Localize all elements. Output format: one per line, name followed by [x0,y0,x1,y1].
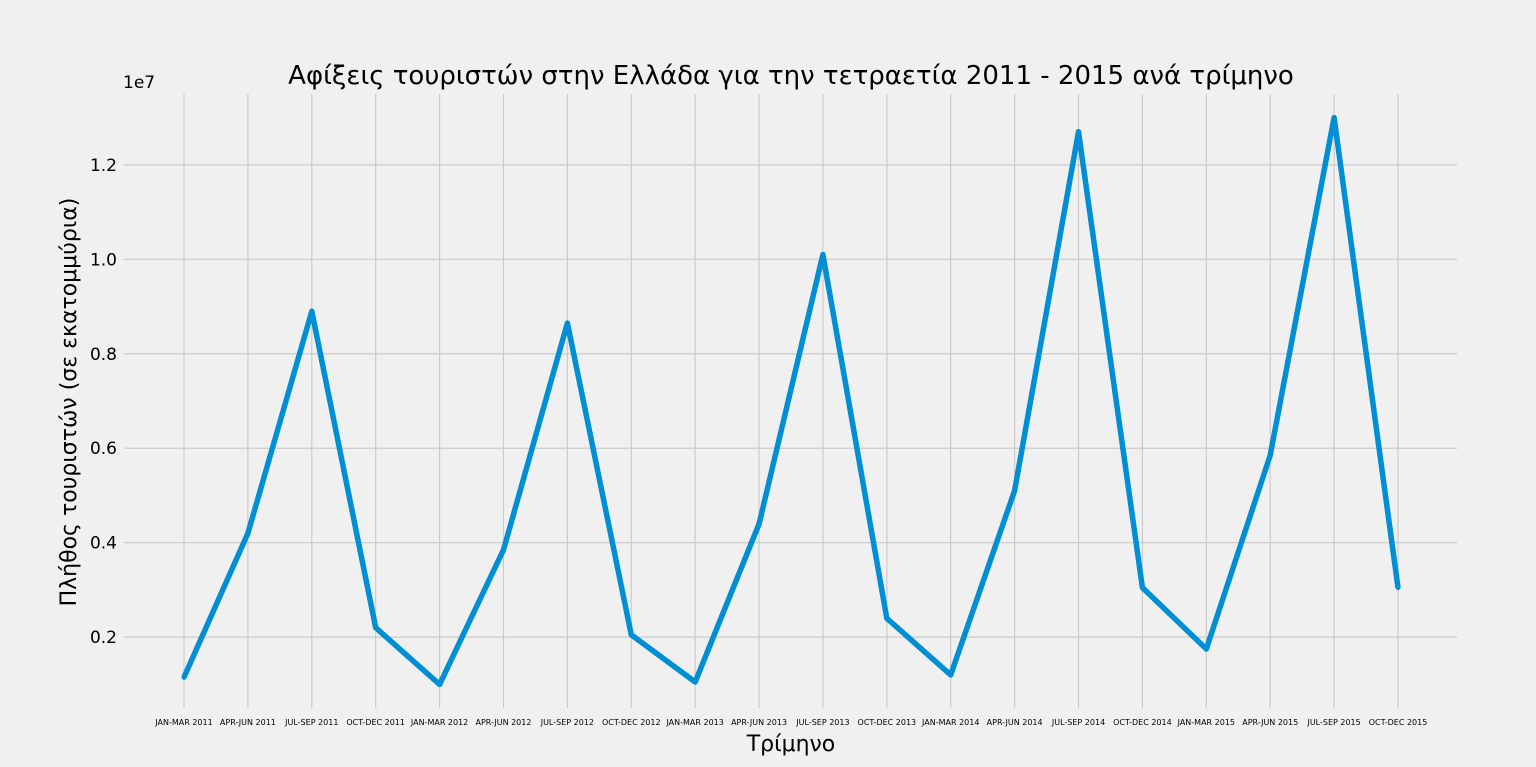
x-tick-label: OCT-DEC 2015 [1369,718,1428,727]
x-ticks: JAN-MAR 2011 APR-JUN 2011 JUL-SEP 2011 OCT-… [154,718,1427,727]
y-tick-label: 0.4 [90,534,117,554]
data-point [500,547,506,553]
x-tick-label: JUL-SEP 2015 [1306,718,1360,727]
x-tick-label: OCT-DEC 2014 [1113,718,1172,727]
y-offset-label: 1e7 [123,73,155,93]
x-tick-label: APR-JUN 2012 [475,718,531,727]
x-tick-label: APR-JUN 2014 [987,718,1043,727]
data-point [884,615,890,621]
x-tick-label: APR-JUN 2015 [1242,718,1298,727]
data-point [373,625,379,631]
data-point [309,308,315,314]
data-point [1012,488,1018,494]
data-point [820,252,826,258]
data-point [245,530,251,536]
y-tick-label: 0.2 [90,628,117,648]
data-point [1267,452,1273,458]
x-axis-label: Τρίμηνο [746,732,836,757]
data-points [181,115,1401,687]
data-point [628,632,634,638]
x-tick-label: JUL-SEP 2012 [540,718,594,727]
data-point [437,681,443,687]
data-point [948,672,954,678]
grid [124,94,1457,708]
data-point [181,674,187,680]
data-point [1139,585,1145,591]
data-point [1203,646,1209,652]
data-point [692,679,698,685]
x-tick-label: JUL-SEP 2013 [795,718,849,727]
y-ticks: 0.2 0.4 0.6 0.8 1.0 1.2 [90,156,117,648]
x-tick-label: JAN-MAR 2012 [410,718,468,727]
x-tick-label: JAN-MAR 2015 [1177,718,1235,727]
data-point [1395,585,1401,591]
x-tick-label: JAN-MAR 2014 [921,718,979,727]
x-tick-label: APR-JUN 2013 [731,718,787,727]
data-point [756,521,762,527]
x-tick-label: JAN-MAR 2011 [154,718,212,727]
x-tick-label: JUL-SEP 2011 [284,718,338,727]
x-tick-label: APR-JUN 2011 [220,718,276,727]
data-point [564,320,570,326]
x-tick-label: OCT-DEC 2011 [346,718,405,727]
y-tick-label: 1.0 [90,250,117,270]
data-point [1076,129,1082,135]
x-tick-label: OCT-DEC 2013 [858,718,917,727]
x-tick-label: JUL-SEP 2014 [1051,718,1105,727]
y-tick-label: 0.6 [90,439,117,459]
x-tick-label: JAN-MAR 2013 [665,718,723,727]
y-tick-label: 1.2 [90,156,117,176]
x-tick-label: OCT-DEC 2012 [602,718,661,727]
y-tick-label: 0.8 [90,345,117,365]
y-axis-label: Πλήθος τουριστών (σε εκατομμύρια) [57,198,82,607]
chart-title: Αφίξεις τουριστών στην Ελλάδα για την τε… [288,61,1294,91]
data-point [1331,115,1337,121]
series-line [181,114,1401,688]
